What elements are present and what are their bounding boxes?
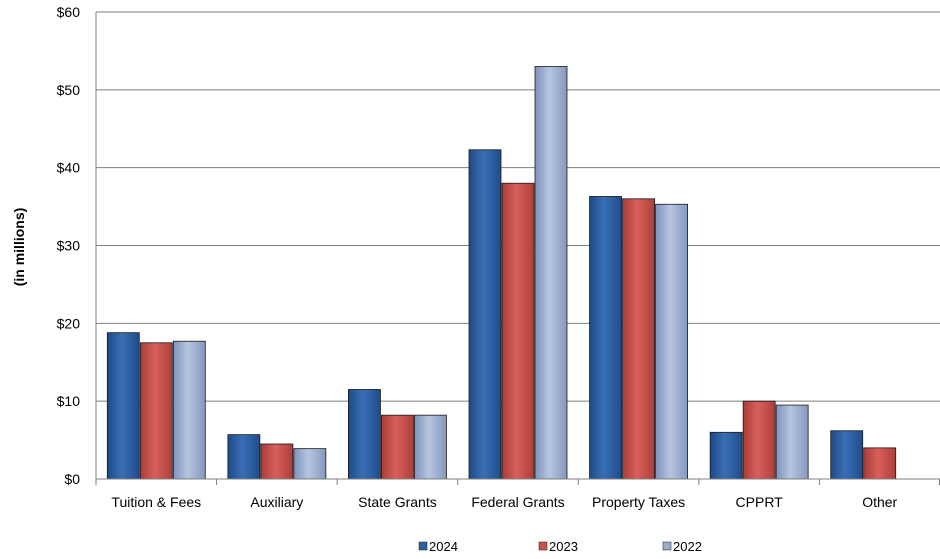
y-tick-label: $60	[57, 4, 81, 20]
bars	[106, 66, 897, 480]
category-label-auxiliary: Auxiliary	[250, 494, 303, 510]
category-label-property-taxes: Property Taxes	[592, 494, 685, 510]
legend-swatch-2023	[538, 541, 548, 551]
y-tick-labels: $0 $10 $20 $30 $40 $50 $60	[57, 4, 81, 487]
bar-other-2023	[863, 447, 897, 480]
legend: 2024 2023 2022	[418, 539, 702, 554]
bar-property-taxes-2024	[589, 196, 622, 480]
legend-label-2023: 2023	[549, 539, 578, 554]
y-axis-label: (in millions)	[11, 208, 27, 287]
bar-auxiliary-2023	[260, 443, 294, 480]
bar-tuition-fees-2023	[139, 342, 173, 480]
bar-cpprt-2024	[709, 431, 743, 480]
bar-other-2024	[830, 430, 864, 480]
category-label-state-grants: State Grants	[358, 494, 437, 510]
y-tick-label: $30	[57, 238, 81, 254]
category-label-other: Other	[862, 494, 897, 510]
y-tick-label: $10	[57, 393, 81, 409]
bar-state-grants-2024	[348, 389, 381, 480]
bar-auxiliary-2022	[293, 448, 327, 480]
bar-cpprt-2022	[775, 404, 809, 480]
legend-swatch-2024	[418, 541, 428, 551]
category-labels: Tuition & Fees Auxiliary State Grants Feder…	[111, 494, 897, 510]
category-label-tuition-fees: Tuition & Fees	[111, 494, 201, 510]
bar-tuition-fees-2022	[172, 340, 206, 480]
bar-state-grants-2023	[381, 414, 414, 480]
bar-cpprt-2023	[742, 400, 776, 480]
y-tick-label: $40	[57, 160, 81, 176]
axes	[95, 12, 940, 485]
bar-property-taxes-2022	[655, 203, 688, 480]
y-tick-label: $50	[57, 82, 81, 98]
bar-state-grants-2022	[414, 414, 447, 480]
bar-auxiliary-2024	[227, 434, 261, 480]
category-label-cpprt: CPPRT	[736, 494, 784, 510]
legend-label-2024: 2024	[429, 539, 458, 554]
bar-federal-grants-2023	[501, 182, 535, 480]
bar-federal-grants-2024	[468, 149, 502, 480]
bar-federal-grants-2022	[534, 66, 568, 480]
bar-property-taxes-2023	[622, 198, 655, 480]
y-tick-label: $0	[64, 471, 80, 487]
legend-swatch-2022	[662, 541, 672, 551]
category-label-federal-grants: Federal Grants	[471, 494, 564, 510]
y-tick-label: $20	[57, 315, 81, 331]
bar-tuition-fees-2024	[106, 332, 140, 480]
legend-label-2022: 2022	[673, 539, 702, 554]
